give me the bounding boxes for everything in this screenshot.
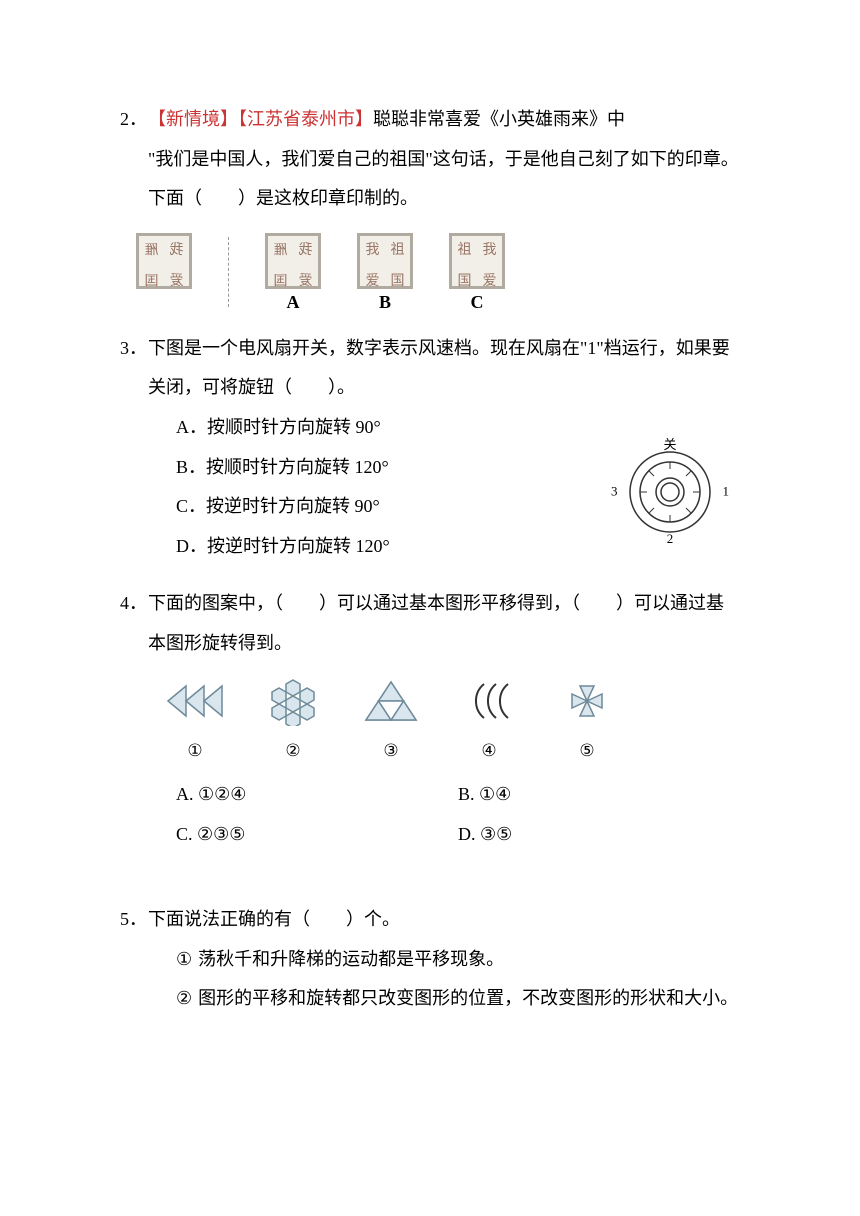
q5-number: 5． <box>120 900 148 940</box>
dial-left: 3 <box>611 478 618 507</box>
pattern-2-label: ② <box>285 732 300 769</box>
pattern-2: ② <box>258 676 328 769</box>
pattern-triangles-icon <box>160 676 230 726</box>
pattern-3: ③ <box>356 676 426 769</box>
stamp-cell: 祖 <box>385 236 410 267</box>
q3-body: A．按顺时针方向旋转 90° B．按顺时针方向旋转 120° C．按逆时针方向旋… <box>120 408 740 566</box>
q2-number: 2． <box>120 100 148 219</box>
question-3: 3． 下图是一个电风扇开关，数字表示风速档。现在风扇在"1"档运行，如果要关闭，… <box>120 329 740 567</box>
pattern-4: ④ <box>454 676 524 769</box>
stamp-divider <box>228 237 229 307</box>
q3-text: 下图是一个电风扇开关，数字表示风速档。现在风扇在"1"档运行，如果要关闭，可将旋… <box>148 329 740 408</box>
dial-top: 关 <box>663 431 676 460</box>
stamp-cell: 雁 <box>139 236 164 267</box>
question-4: 4． 下面的图案中，（ ）可以通过基本图形平移得到，（ ）可以通过基本图形旋转得… <box>120 584 740 854</box>
q2-tag: 【新情境】【江苏省泰州市】 <box>148 109 373 129</box>
q4-text: 下面的图案中，（ ）可以通过基本图形平移得到，（ ）可以通过基本图形旋转得到。 <box>148 584 740 663</box>
q2-stamps-row: 雁 我 国 爱 雁 我 国 爱 A 我 祖 爱 国 B <box>136 233 740 311</box>
question-2: 2． 【新情境】【江苏省泰州市】聪聪非常喜爱《小英雄雨来》中 "我们是中国人，我… <box>120 100 740 311</box>
q3-number: 3． <box>120 329 148 408</box>
pattern-4-label: ④ <box>481 732 496 769</box>
q2-text-a: 聪聪非常喜爱《小英雄雨来》中 <box>373 109 625 129</box>
q4-option-a: A. ①②④ <box>176 775 458 815</box>
stamp-a-grid: 雁 我 国 爱 <box>265 233 321 289</box>
q5-item-1-text: 荡秋千和升降梯的运动都是平移现象。 <box>198 940 740 980</box>
pattern-1: ① <box>160 676 230 769</box>
pattern-5: ⑤ <box>552 676 622 769</box>
q4-options-row-2: C. ②③⑤ D. ③⑤ <box>176 815 740 855</box>
stamp-option-a: 雁 我 国 爱 A <box>265 233 321 311</box>
q4-number: 4． <box>120 584 148 663</box>
q3-option-b: B．按顺时针方向旋转 120° <box>176 448 600 488</box>
q4-patterns-row: ① ② <box>160 676 740 769</box>
q4-option-b: B. ①④ <box>458 775 740 815</box>
stamp-cell: 我 <box>477 236 502 267</box>
q3-options: A．按顺时针方向旋转 90° B．按顺时针方向旋转 120° C．按逆时针方向旋… <box>120 408 600 566</box>
dial-bottom: 2 <box>667 525 674 554</box>
question-5: 5． 下面说法正确的有（ ）个。 ① 荡秋千和升降梯的运动都是平移现象。 ② 图… <box>120 900 740 1019</box>
q2-head: 2． 【新情境】【江苏省泰州市】聪聪非常喜爱《小英雄雨来》中 "我们是中国人，我… <box>120 100 740 219</box>
stamp-cell: 国 <box>139 267 164 298</box>
q4-option-d: D. ③⑤ <box>458 815 740 855</box>
pattern-big-triangle-icon <box>356 676 426 726</box>
stamp-cell: 爱 <box>293 267 318 298</box>
q5-item-2-text: 图形的平移和旋转都只改变图形的位置，不改变图形的形状和大小。 <box>198 979 740 1019</box>
stamp-c-grid: 祖 我 国 爱 <box>449 233 505 289</box>
pattern-3-label: ③ <box>383 732 398 769</box>
stamp-b-grid: 我 祖 爱 国 <box>357 233 413 289</box>
dial-right: 1 <box>723 478 730 507</box>
stamp-original-grid: 雁 我 国 爱 <box>136 233 192 289</box>
q3-head: 3． 下图是一个电风扇开关，数字表示风速档。现在风扇在"1"档运行，如果要关闭，… <box>120 329 740 408</box>
q5-item-1-num: ① <box>176 940 192 980</box>
stamp-cell: 我 <box>164 236 189 267</box>
q4-head: 4． 下面的图案中，（ ）可以通过基本图形平移得到，（ ）可以通过基本图形旋转得… <box>120 584 740 663</box>
stamp-option-b: 我 祖 爱 国 B <box>357 233 413 311</box>
pattern-cross-icon <box>552 676 622 726</box>
q4-option-c: C. ②③⑤ <box>176 815 458 855</box>
stamp-cell: 我 <box>360 236 385 267</box>
q5-head: 5． 下面说法正确的有（ ）个。 <box>120 900 740 940</box>
stamp-original: 雁 我 国 爱 <box>136 233 192 311</box>
q4-options-row-1: A. ①②④ B. ①④ <box>176 775 740 815</box>
q5-text: 下面说法正确的有（ ）个。 <box>148 900 740 940</box>
stamp-option-c: 祖 我 国 爱 C <box>449 233 505 311</box>
q5-item-2: ② 图形的平移和旋转都只改变图形的位置，不改变图形的形状和大小。 <box>176 979 740 1019</box>
stamp-cell: 祖 <box>452 236 477 267</box>
q3-dial-area: 关 3 1 2 <box>600 408 740 566</box>
q3-option-a: A．按顺时针方向旋转 90° <box>176 408 600 448</box>
stamp-cell: 雁 <box>268 236 293 267</box>
q5-item-2-num: ② <box>176 979 192 1019</box>
q3-option-c: C．按逆时针方向旋转 90° <box>176 487 600 527</box>
q2-text: 【新情境】【江苏省泰州市】聪聪非常喜爱《小英雄雨来》中 "我们是中国人，我们爱自… <box>148 100 740 219</box>
fan-dial-icon: 关 3 1 2 <box>625 447 715 537</box>
pattern-honeycomb-icon <box>258 676 328 726</box>
stamp-c-label: C <box>471 293 484 311</box>
pattern-5-label: ⑤ <box>579 732 594 769</box>
stamp-cell: 我 <box>293 236 318 267</box>
q2-text-b: "我们是中国人，我们爱自己的祖国"这句话，于是他自己刻了如下的印章。下面（ ）是… <box>148 140 740 219</box>
stamp-cell: 国 <box>268 267 293 298</box>
pattern-arcs-icon <box>454 676 524 726</box>
stamp-b-label: B <box>379 293 391 311</box>
q5-item-1: ① 荡秋千和升降梯的运动都是平移现象。 <box>176 940 740 980</box>
pattern-1-label: ① <box>187 732 202 769</box>
stamp-cell: 爱 <box>164 267 189 298</box>
q3-option-d: D．按逆时针方向旋转 120° <box>176 527 600 567</box>
